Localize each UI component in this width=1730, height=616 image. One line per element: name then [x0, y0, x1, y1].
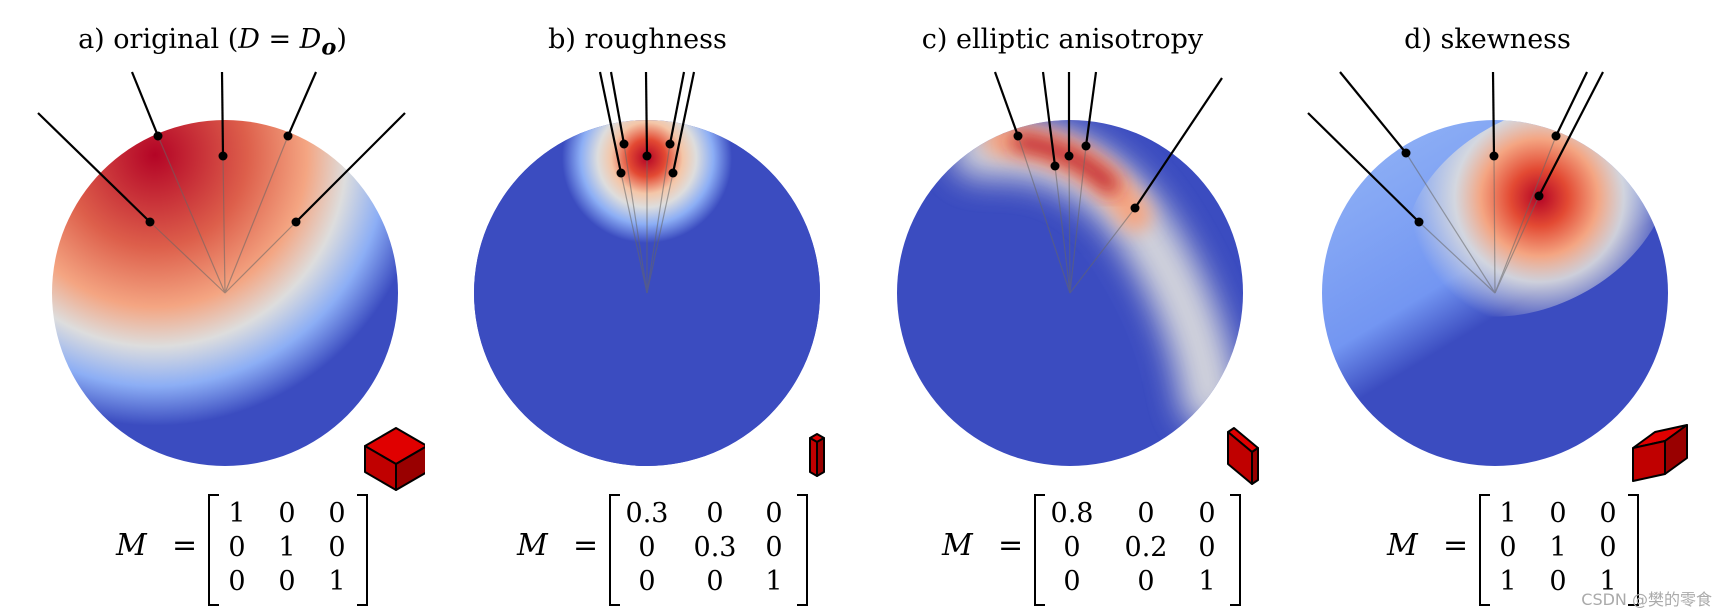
sphere-diagram — [897, 71, 1259, 485]
matrix-cell: 1 — [1198, 566, 1216, 597]
matrix-cell: 0 — [278, 566, 296, 597]
cube-shape — [809, 433, 825, 477]
matrix-cell: 1 — [765, 566, 783, 597]
matrix-symbol: M — [942, 528, 973, 563]
matrix-cell: 1 — [328, 566, 346, 597]
sphere-diagram — [37, 71, 425, 491]
matrix-symbol: M — [116, 528, 147, 563]
panel-title: d) skewness — [1275, 24, 1700, 55]
matrix-cell: 0 — [1063, 566, 1081, 597]
matrix-cell: 0 — [638, 566, 656, 597]
matrix-cell: 0 — [1599, 498, 1617, 529]
matrix-cell: 1 — [1499, 498, 1517, 529]
matrix-symbol: M — [517, 528, 548, 563]
equals-sign: = — [172, 528, 198, 563]
matrix-cell: 1 — [1549, 532, 1567, 563]
matrix-cell: 0 — [1137, 498, 1155, 529]
direction-lines — [37, 71, 406, 223]
bracket-left — [1479, 494, 1490, 606]
cube-shape — [364, 427, 425, 491]
cube-shape — [1632, 424, 1688, 482]
cube-shape — [1227, 427, 1259, 485]
title-math: D = D — [238, 24, 322, 55]
sample-points — [616, 139, 678, 178]
panel-original: a) original (D = Do) — [0, 0, 425, 616]
title-subscript: o — [321, 34, 337, 61]
matrix-cell: 0.8 — [1050, 498, 1094, 529]
matrix-cell: 0 — [1137, 566, 1155, 597]
watermark: CSDN @樊的零食 — [1581, 590, 1712, 609]
sample-points — [1013, 131, 1140, 213]
matrix-cell: 0 — [1599, 532, 1617, 563]
matrix-cell: 0 — [228, 566, 246, 597]
matrix-cell: 0 — [1499, 532, 1517, 563]
bracket-left — [208, 494, 219, 606]
bracket-left — [609, 494, 620, 606]
matrix-cell: 0 — [1549, 566, 1567, 597]
bracket-right — [1628, 494, 1639, 606]
matrix-cell: 0 — [328, 532, 346, 563]
title-suffix: ) — [336, 24, 347, 55]
equals-sign: = — [998, 528, 1024, 563]
title-text: b) roughness — [548, 24, 727, 55]
panel-title: a) original (D = Do) — [0, 24, 425, 60]
matrix-cell: 1 — [1599, 566, 1617, 597]
matrix-cell: 0.3 — [693, 532, 737, 563]
matrix-cell: 1 — [278, 532, 296, 563]
matrix-symbol: M — [1387, 528, 1418, 563]
matrix-cell: 0 — [706, 566, 724, 597]
matrix-cell: 0 — [328, 498, 346, 529]
panel-title: c) elliptic anisotropy — [850, 24, 1275, 55]
matrix-cell: 0.3 — [625, 498, 669, 529]
sphere-diagram — [474, 71, 825, 477]
bracket-right — [797, 494, 808, 606]
matrix-cell: 0 — [1549, 498, 1567, 529]
sample-points — [145, 131, 301, 227]
bracket-right — [1230, 494, 1241, 606]
equals-sign: = — [573, 528, 599, 563]
panel-roughness: b) roughness — [425, 0, 850, 616]
equals-sign: = — [1443, 528, 1469, 563]
matrix-cell: 0 — [278, 498, 296, 529]
sample-points — [1401, 131, 1561, 227]
matrix-cell: 0 — [706, 498, 724, 529]
title-text: c) elliptic anisotropy — [921, 24, 1204, 55]
matrix-cell: 1 — [1499, 566, 1517, 597]
direction-lines — [598, 71, 696, 174]
matrix-cell: 0 — [765, 498, 783, 529]
matrix-cell: 0 — [638, 532, 656, 563]
direction-lines — [993, 71, 1223, 209]
panel-skewness: d) skewness — [1275, 0, 1700, 616]
matrix-cell: 0 — [1198, 532, 1216, 563]
bracket-left — [1034, 494, 1045, 606]
title-text: d) skewness — [1404, 24, 1571, 55]
matrix-cell: 0.2 — [1124, 532, 1168, 563]
matrix-cell: 1 — [228, 498, 246, 529]
matrix-cell: 0 — [765, 532, 783, 563]
direction-lines — [1307, 71, 1604, 223]
matrix-cell: 0 — [1198, 498, 1216, 529]
panel-title: b) roughness — [425, 24, 850, 55]
title-text: a) original ( — [78, 24, 239, 55]
sphere-diagram — [1307, 71, 1688, 482]
bracket-right — [357, 494, 368, 606]
matrix-cell: 0 — [1063, 532, 1081, 563]
matrix-cell: 0 — [228, 532, 246, 563]
panel-elliptic-anisotropy: c) elliptic anisotropy — [850, 0, 1275, 616]
